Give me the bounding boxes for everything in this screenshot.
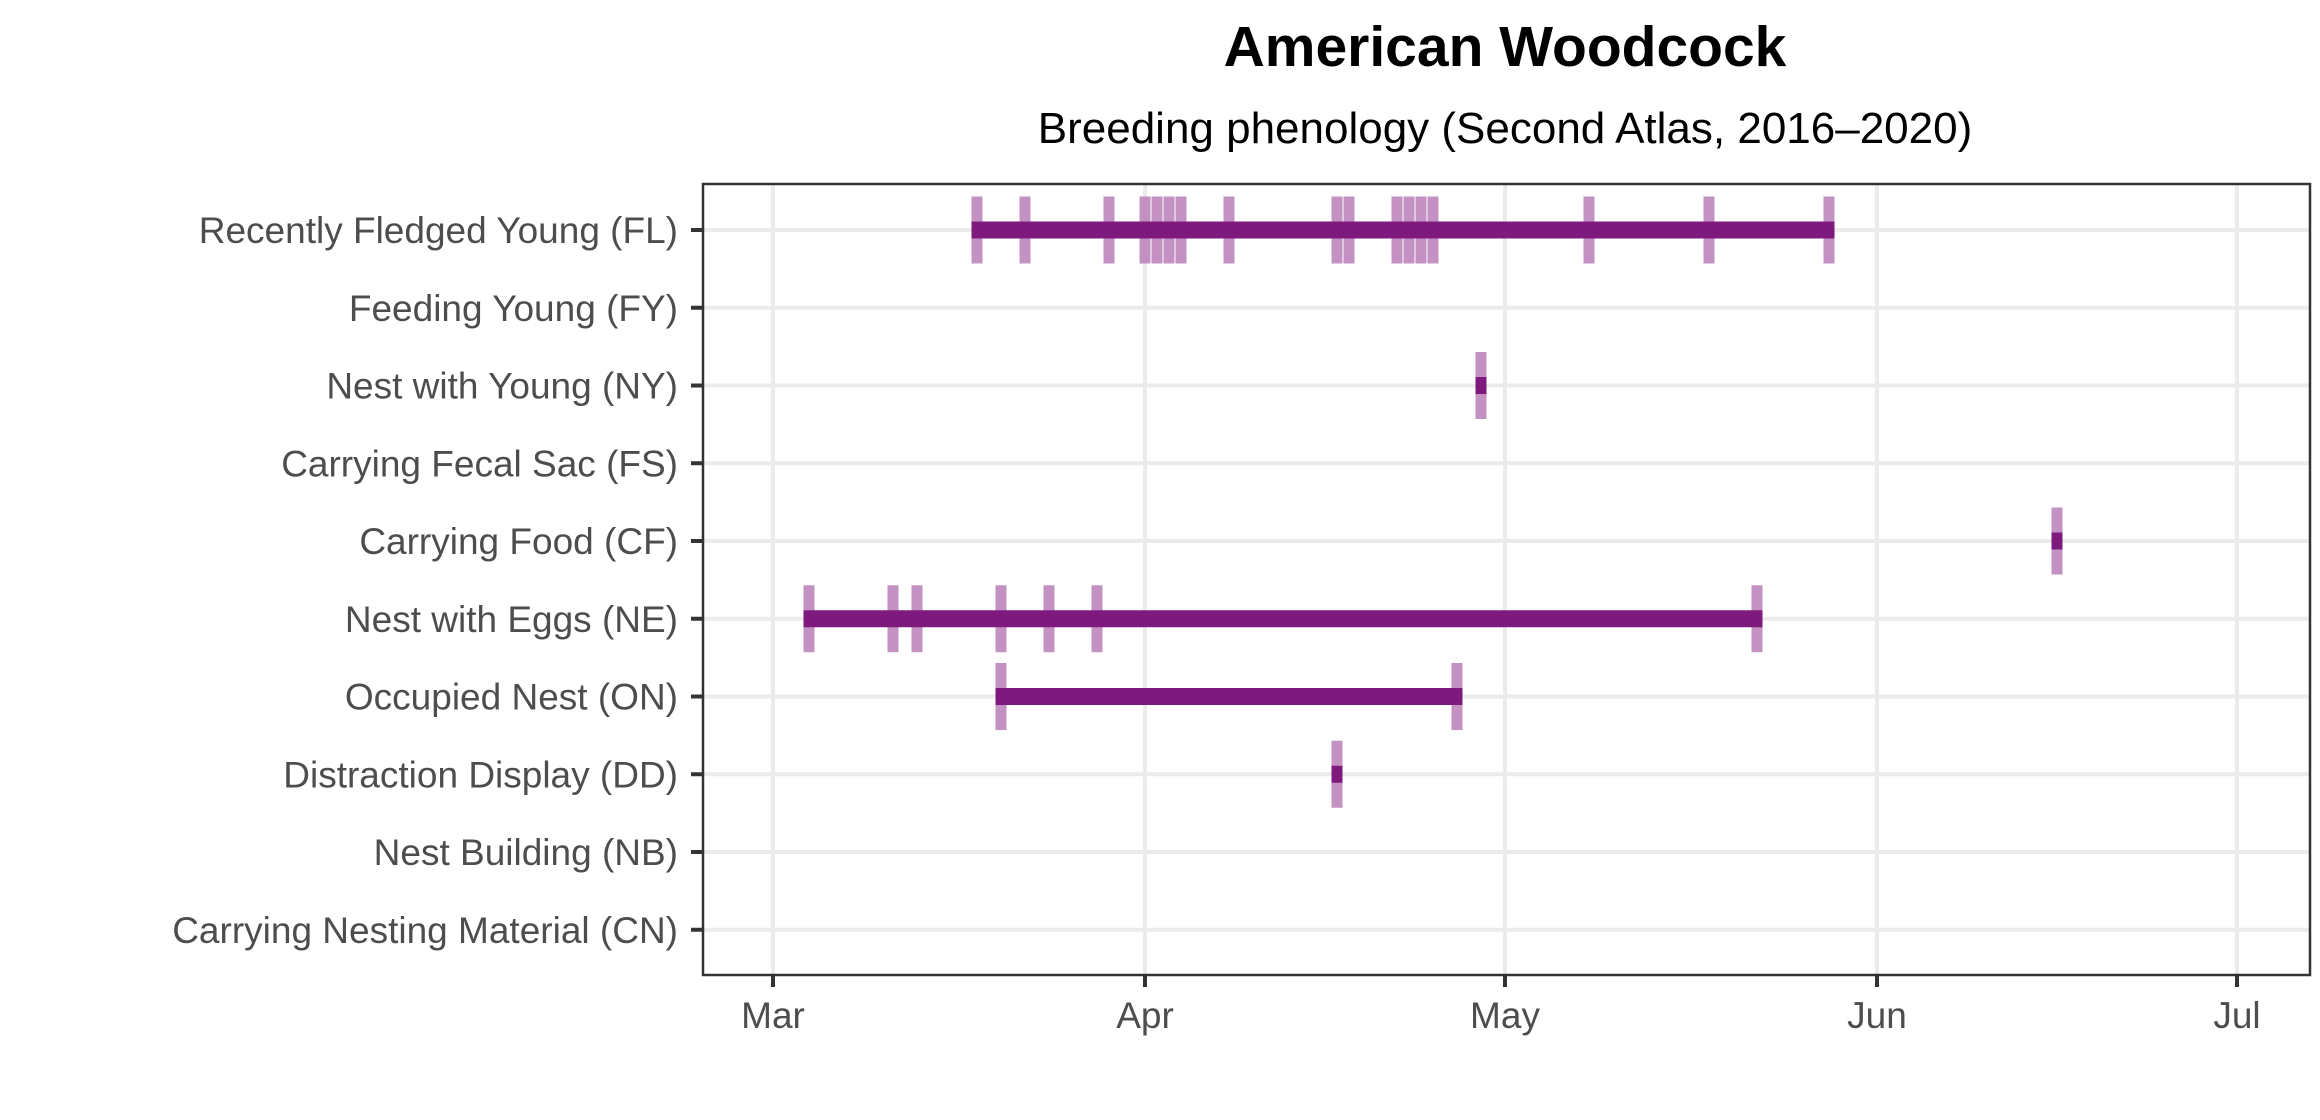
y-category-label: Occupied Nest (ON) xyxy=(345,677,678,718)
grid-lines xyxy=(703,184,2310,975)
x-tick-label: Mar xyxy=(741,995,805,1036)
y-category-label: Nest with Young (NY) xyxy=(326,366,678,407)
x-tick-label: Apr xyxy=(1116,995,1174,1036)
range-bar xyxy=(2051,532,2063,550)
range-bar xyxy=(995,688,1463,705)
chart-subtitle: Breeding phenology (Second Atlas, 2016–2… xyxy=(1038,104,1972,153)
range-bar xyxy=(1331,765,1343,783)
axes: Mar Apr May Jun Jul Recently Fledged Young (F… xyxy=(172,210,2260,1036)
x-tick-label: Jun xyxy=(1847,995,1907,1036)
x-tick-label: Jul xyxy=(2213,995,2260,1036)
chart-title: American Woodcock xyxy=(1224,15,1787,79)
y-category-label: Nest with Eggs (NE) xyxy=(345,599,678,640)
y-category-label: Carrying Fecal Sac (FS) xyxy=(281,443,678,484)
range-bar xyxy=(803,610,1763,628)
y-category-label: Recently Fledged Young (FL) xyxy=(199,210,678,251)
data-marks xyxy=(803,196,2063,808)
y-category-label: Carrying Food (CF) xyxy=(359,521,678,562)
y-category-label: Carrying Nesting Material (CN) xyxy=(172,910,678,951)
y-category-label: Nest Building (NB) xyxy=(374,832,678,873)
range-bar xyxy=(971,221,1835,239)
range-bar xyxy=(1475,377,1487,394)
y-category-label: Distraction Display (DD) xyxy=(283,754,678,795)
y-category-label: Feeding Young (FY) xyxy=(349,288,678,329)
x-tick-label: May xyxy=(1470,995,1540,1036)
